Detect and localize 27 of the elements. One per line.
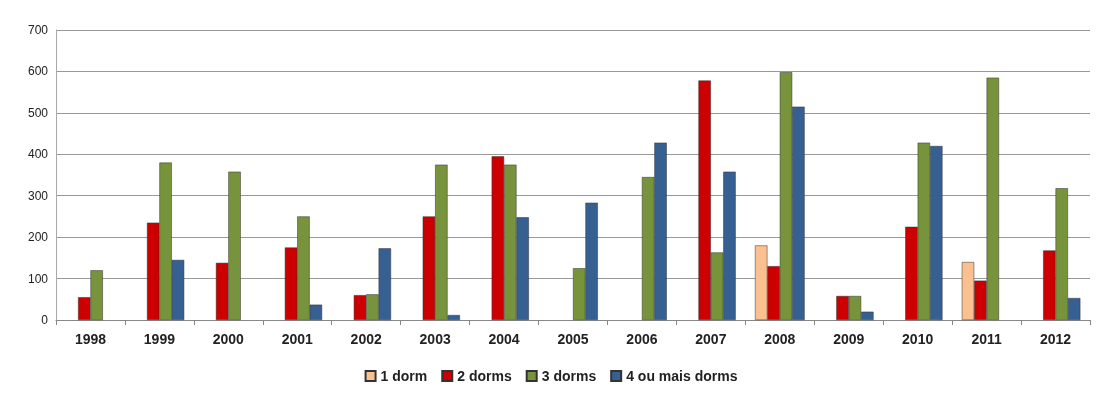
legend-label: 3 dorms	[541, 368, 597, 384]
x-tick-label: 2003	[419, 331, 451, 347]
legend-label: 2 dorms	[457, 368, 512, 384]
y-tick-label: 100	[27, 271, 49, 286]
x-tick-label: 2005	[557, 331, 589, 347]
y-tick-label: 400	[27, 147, 49, 162]
x-tick-label: 2000	[212, 331, 245, 347]
y-tick-label: 0	[41, 313, 49, 327]
x-tick-label: 2012	[1039, 331, 1072, 347]
y-tick-label: 600	[27, 64, 49, 79]
x-tick-label: 1999	[143, 331, 176, 347]
legend-label: 1 dorm	[380, 368, 428, 384]
x-tick-label: 1998	[74, 331, 107, 347]
x-tick-label: 2001	[281, 331, 314, 347]
x-tick-label: 2010	[902, 331, 934, 347]
y-tick-label: 200	[27, 230, 49, 245]
y-tick-label: 500	[27, 105, 49, 120]
y-tick-label: 300	[27, 188, 49, 203]
x-tick-label: 2004	[488, 331, 520, 347]
x-tick-label: 2008	[764, 331, 796, 347]
x-tick-label: 2002	[350, 331, 382, 347]
legend-label: 4 ou mais dorms	[626, 368, 738, 384]
x-tick-label: 2007	[695, 331, 727, 347]
x-tick-label: 2011	[971, 331, 1002, 347]
x-tick-label: 2009	[833, 331, 865, 347]
x-tick-label: 2006	[626, 331, 658, 347]
y-tick-label: 700	[27, 23, 49, 37]
